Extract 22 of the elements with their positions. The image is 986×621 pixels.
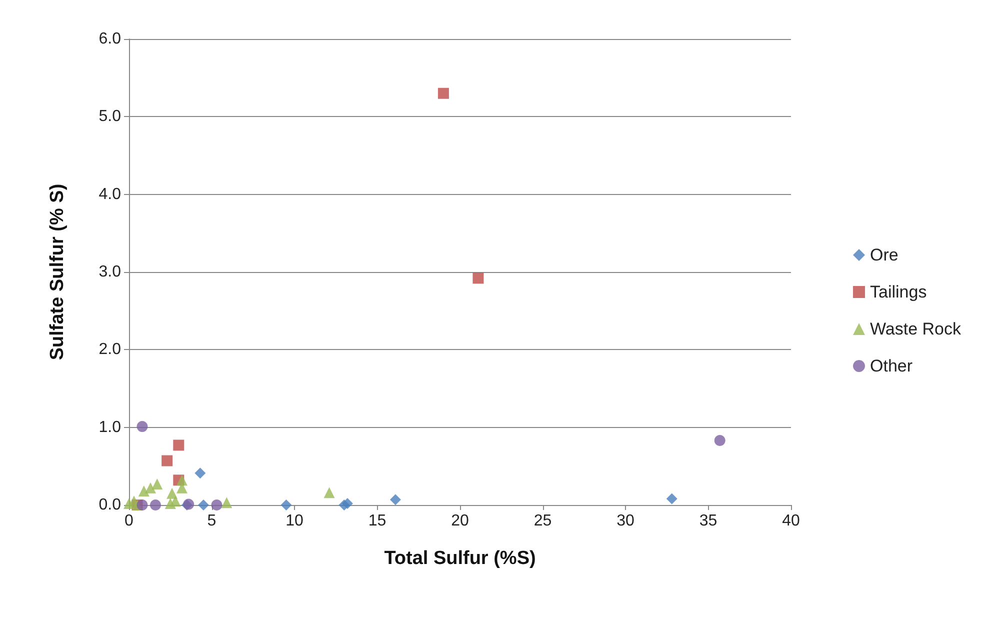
- y-tick-label: 0.0: [98, 496, 122, 514]
- legend-label: Ore: [870, 246, 898, 264]
- x-tick-label: 35: [699, 512, 718, 530]
- legend-label: Other: [870, 356, 913, 376]
- x-tick-label: 25: [534, 512, 552, 530]
- y-tick-label: 5.0: [98, 108, 122, 126]
- x-axis-title: Total Sulfur (%S): [384, 548, 536, 569]
- y-tick-label: 4.0: [98, 186, 122, 203]
- x-tick-label: 40: [782, 512, 800, 530]
- x-tick-label: 10: [286, 512, 304, 530]
- x-tick-label: 15: [368, 512, 386, 530]
- x-tick-label: 5: [207, 512, 216, 530]
- y-tick-label: 1.0: [98, 418, 122, 436]
- y-tick-label: 2.0: [98, 341, 122, 358]
- x-tick-label: 30: [616, 512, 634, 530]
- legend-label: Waste Rock: [870, 320, 962, 338]
- y-axis-title: Sulfate Sulfur (% S): [47, 184, 68, 360]
- y-tick-label: 3.0: [98, 264, 122, 280]
- x-tick-label: 20: [451, 512, 469, 530]
- x-tick-label: 0: [124, 512, 134, 530]
- y-tick-label: 6.0: [98, 30, 122, 48]
- legend-label: Tailings: [870, 282, 927, 302]
